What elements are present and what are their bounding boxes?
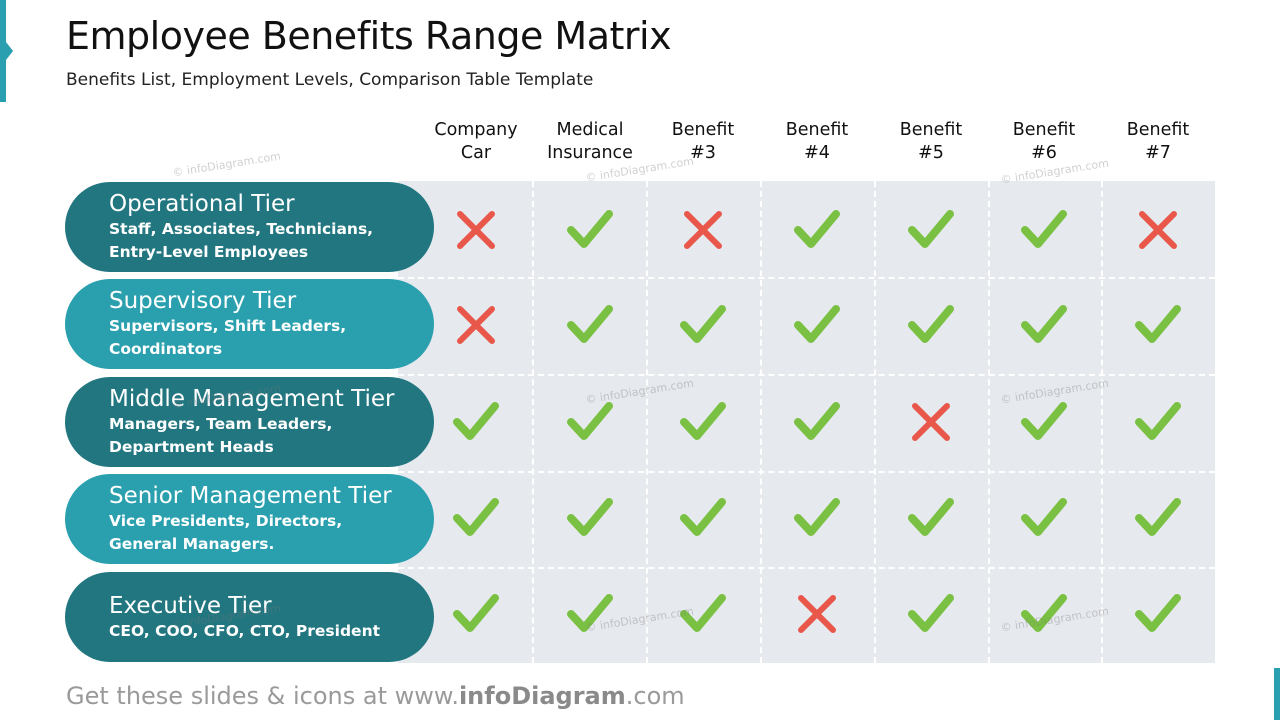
grid-row-divider [398, 471, 1215, 473]
tier-pill: Supervisory Tier Supervisors, Shift Leade… [65, 279, 434, 369]
checkmark-icon [907, 301, 955, 349]
checkmark-icon [907, 590, 955, 638]
checkmark-icon [452, 590, 500, 638]
tier-description: Staff, Associates, Technicians, Entry-Le… [109, 220, 374, 261]
grid-column-divider [988, 181, 990, 663]
checkmark-icon [793, 398, 841, 446]
cross-icon [907, 398, 955, 446]
column-header-line2: #6 [1031, 143, 1057, 163]
checkmark-icon [793, 301, 841, 349]
checkmark-icon [679, 398, 727, 446]
column-header-line2: Insurance [547, 143, 633, 163]
cross-icon [793, 590, 841, 638]
checkmark-icon [793, 494, 841, 542]
checkmark-icon [1020, 206, 1068, 254]
footer-brand: infoDiagram [458, 682, 626, 710]
grid-column-divider [760, 181, 762, 663]
column-header-line1: Benefit [1126, 120, 1190, 140]
watermark-text: © infoDiagram.com [171, 149, 282, 180]
cross-icon [452, 301, 500, 349]
column-header-line1: Benefit [1012, 120, 1076, 140]
checkmark-icon [566, 301, 614, 349]
checkmark-icon [1134, 590, 1182, 638]
corner-accent [1274, 668, 1280, 720]
cross-icon [679, 206, 727, 254]
checkmark-icon [452, 494, 500, 542]
matrix-grid [398, 181, 1215, 663]
checkmark-icon [1134, 301, 1182, 349]
page-title: Employee Benefits Range Matrix [66, 14, 672, 58]
tier-title: Executive Tier [109, 592, 272, 619]
column-header-line2: #4 [804, 143, 830, 163]
column-header-line1: Benefit [899, 120, 963, 140]
checkmark-icon [679, 301, 727, 349]
footer-prefix: Get these slides & icons at www. [66, 682, 459, 710]
checkmark-icon [1020, 301, 1068, 349]
checkmark-icon [793, 206, 841, 254]
tier-title: Senior Management Tier [109, 483, 392, 509]
checkmark-icon [907, 494, 955, 542]
footer-suffix: .com [625, 682, 685, 710]
column-header-line1: Company [434, 120, 518, 140]
footer-text: Get these slides & icons at www.infoDiag… [66, 682, 685, 710]
checkmark-icon [679, 494, 727, 542]
checkmark-icon [566, 494, 614, 542]
checkmark-icon [1020, 398, 1068, 446]
column-header-line2: Car [460, 143, 492, 163]
checkmark-icon [1020, 494, 1068, 542]
tier-description: Managers, Team Leaders, Department Heads [109, 415, 333, 456]
grid-column-divider [532, 181, 534, 663]
grid-row-divider [398, 567, 1215, 569]
column-header-line1: Medical [556, 120, 624, 140]
tier-title: Middle Management Tier [109, 386, 395, 412]
checkmark-icon [566, 206, 614, 254]
column-header-line1: Benefit [671, 120, 735, 140]
grid-column-divider [646, 181, 648, 663]
column-header-line2: #5 [918, 143, 944, 163]
cross-icon [1134, 206, 1182, 254]
column-header-line2: #7 [1145, 143, 1171, 163]
tier-description: Supervisors, Shift Leaders, Coordinators [109, 317, 347, 358]
checkmark-icon [1134, 398, 1182, 446]
column-header: Benefit #3 [646, 119, 760, 165]
grid-row-divider [398, 277, 1215, 279]
column-header: Medical Insurance [533, 119, 647, 165]
tier-pill: Executive Tier CEO, COO, CFO, CTO, Presid… [65, 572, 434, 662]
grid-column-divider [874, 181, 876, 663]
page-subtitle: Benefits List, Employment Levels, Compar… [66, 70, 594, 90]
column-header: Benefit #7 [1101, 119, 1215, 165]
column-header-line1: Benefit [785, 120, 849, 140]
cross-icon [452, 206, 500, 254]
grid-column-divider [1101, 181, 1103, 663]
tier-title: Operational Tier [109, 191, 295, 217]
checkmark-icon [452, 398, 500, 446]
tier-description: CEO, COO, CFO, CTO, President [109, 621, 381, 640]
grid-row-divider [398, 374, 1215, 376]
tier-description: Vice Presidents, Directors, General Mana… [109, 512, 343, 553]
checkmark-icon [566, 398, 614, 446]
column-header: Benefit #4 [760, 119, 874, 165]
left-edge-accent [0, 0, 6, 102]
checkmark-icon [566, 590, 614, 638]
column-header: Company Car [419, 119, 533, 165]
left-edge-arrow [6, 42, 13, 60]
tier-pill: Middle Management Tier Managers, Team Lea… [65, 377, 434, 467]
tier-pill: Senior Management Tier Vice Presidents, D… [65, 474, 434, 564]
column-header: Benefit #5 [874, 119, 988, 165]
checkmark-icon [1020, 590, 1068, 638]
checkmark-icon [1134, 494, 1182, 542]
checkmark-icon [907, 206, 955, 254]
column-header: Benefit #6 [987, 119, 1101, 165]
tier-title: Supervisory Tier [109, 288, 297, 314]
checkmark-icon [679, 590, 727, 638]
tier-pill: Operational Tier Staff, Associates, Techn… [65, 182, 434, 272]
column-header-line2: #3 [690, 143, 716, 163]
